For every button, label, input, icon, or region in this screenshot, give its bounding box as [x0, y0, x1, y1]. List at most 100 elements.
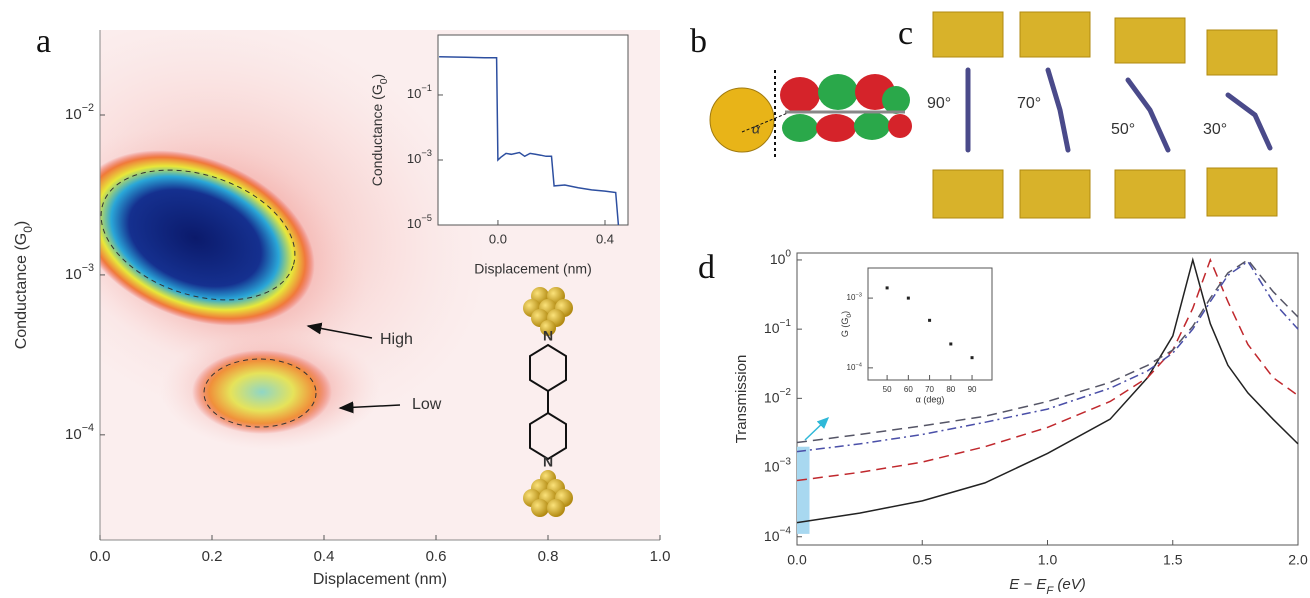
atom-label: N — [543, 328, 553, 344]
x-axis-label: α (deg) — [916, 394, 945, 404]
y-axis-label-part: Conductance (G — [13, 233, 30, 350]
y-tick-base: 10 — [65, 266, 82, 283]
data-line — [796, 257, 1299, 524]
y-tick-base: 10 — [847, 363, 856, 372]
y-tick-base: 10 — [764, 389, 780, 405]
y-tick-label: 10−1 — [407, 84, 432, 102]
x-tick-label: 2.0 — [1288, 552, 1308, 568]
dashed-ellipse — [203, 358, 317, 428]
y-tick-base: 10 — [847, 293, 856, 302]
x-tick-label: 0.0 — [787, 552, 807, 568]
x-tick-label: 0.8 — [538, 548, 559, 565]
y-tick-label: 10−2 — [764, 387, 791, 405]
angle-label: 30° — [1203, 121, 1227, 138]
data-point — [928, 318, 932, 322]
y-axis-label-part: ) — [840, 311, 850, 314]
arrow — [306, 322, 373, 339]
y-tick-label: 10−3 — [65, 262, 94, 283]
y-tick-label: 10−4 — [764, 525, 791, 543]
y-tick-label: 10−5 — [407, 214, 432, 232]
angle-label: 90° — [927, 95, 951, 112]
data-line — [796, 257, 1299, 482]
panel-label: b — [690, 23, 707, 60]
angle-label: 50° — [1111, 121, 1135, 138]
arrow — [338, 401, 401, 414]
data-point — [949, 342, 953, 346]
y-tick-power: 0 — [785, 248, 791, 259]
x-axis-label-part: (eV) — [1053, 576, 1086, 593]
y-axis-label: G (G0) — [840, 311, 853, 337]
x-tick-label: 0.0 — [90, 548, 111, 565]
y-tick-label: 10−1 — [764, 318, 791, 336]
y-axis-label: Conductance (G0) — [369, 74, 390, 186]
y-tick-power: −2 — [780, 387, 792, 398]
panel-label: c — [898, 15, 913, 52]
x-axis-label-part: F — [1046, 585, 1054, 597]
panel-label: a — [36, 23, 51, 60]
x-axis-label: Displacement (nm) — [313, 571, 447, 588]
y-tick-base: 10 — [764, 320, 780, 336]
x-axis-label: E − EF (eV) — [1009, 576, 1086, 597]
x-tick-label: 90 — [968, 385, 977, 394]
data-point — [906, 296, 910, 300]
data-point — [970, 356, 974, 360]
y-tick-power: −2 — [82, 102, 94, 114]
x-tick-label: 1.0 — [1038, 552, 1058, 568]
y-tick-label: 100 — [770, 248, 792, 266]
x-tick-label: 1.5 — [1163, 552, 1183, 568]
y-axis-label-part: 0 — [846, 314, 853, 318]
y-tick-label: 10−3 — [847, 292, 862, 302]
highlight-band — [797, 446, 810, 534]
plot-frame — [867, 267, 993, 381]
molecule: N N — [523, 287, 573, 517]
atom-label: N — [543, 454, 553, 470]
data-line — [796, 260, 1299, 453]
y-axis-label-part: G (G — [840, 318, 850, 338]
y-tick-label: 10−2 — [65, 102, 94, 123]
x-axis-label: Displacement (nm) — [474, 261, 591, 277]
arrow — [804, 416, 830, 441]
x-tick-label: 0.4 — [314, 548, 335, 565]
y-tick-power: −1 — [421, 84, 432, 94]
y-tick-power: −4 — [82, 422, 94, 434]
chart-layer: 0.0 0.2 0.4 0.6 0.8 1.010−210−310−4Displaceme… — [13, 30, 1308, 597]
data-line — [439, 55, 620, 226]
y-axis-label-part: ) — [13, 221, 30, 226]
x-tick-label: 50 — [883, 385, 892, 394]
y-tick-power: −1 — [780, 318, 792, 329]
x-tick-label: 0.0 — [489, 231, 507, 246]
y-tick-label: 10−4 — [847, 362, 863, 372]
data-point — [885, 286, 889, 290]
y-tick-base: 10 — [407, 151, 421, 166]
density-core — [100, 150, 315, 326]
annotation: Low — [412, 396, 442, 413]
y-tick-label: 10−3 — [407, 149, 432, 167]
data-line — [796, 258, 1299, 444]
x-tick-label: 0.4 — [596, 231, 614, 246]
y-tick-power: −3 — [855, 292, 862, 298]
angle-label: α — [752, 121, 761, 137]
y-tick-label: 10−4 — [65, 422, 94, 443]
y-axis-label-part: ) — [369, 74, 385, 79]
y-tick-power: −5 — [421, 214, 432, 224]
x-axis-label-part: E − E — [1009, 576, 1047, 593]
density-core — [192, 350, 332, 434]
y-axis-label-part: 0 — [21, 226, 35, 233]
y-axis-label-part: 0 — [378, 78, 390, 84]
y-tick-power: −3 — [82, 262, 94, 274]
panel-label: d — [698, 249, 715, 286]
x-tick-label: 0.6 — [426, 548, 447, 565]
plot-frame — [437, 34, 629, 226]
y-tick-power: −4 — [855, 362, 862, 368]
x-tick-label: 70 — [925, 385, 934, 394]
y-tick-power: −4 — [780, 525, 792, 536]
x-tick-label: 1.0 — [650, 548, 671, 565]
annotations: High Low — [100, 169, 442, 428]
y-tick-label: 10−3 — [764, 456, 791, 474]
x-tick-label: 0.5 — [913, 552, 933, 568]
annotation: High — [380, 331, 413, 348]
dashed-ellipse — [100, 169, 296, 301]
angle-label: 70° — [1017, 95, 1041, 112]
x-tick-label: 0.2 — [202, 548, 223, 565]
